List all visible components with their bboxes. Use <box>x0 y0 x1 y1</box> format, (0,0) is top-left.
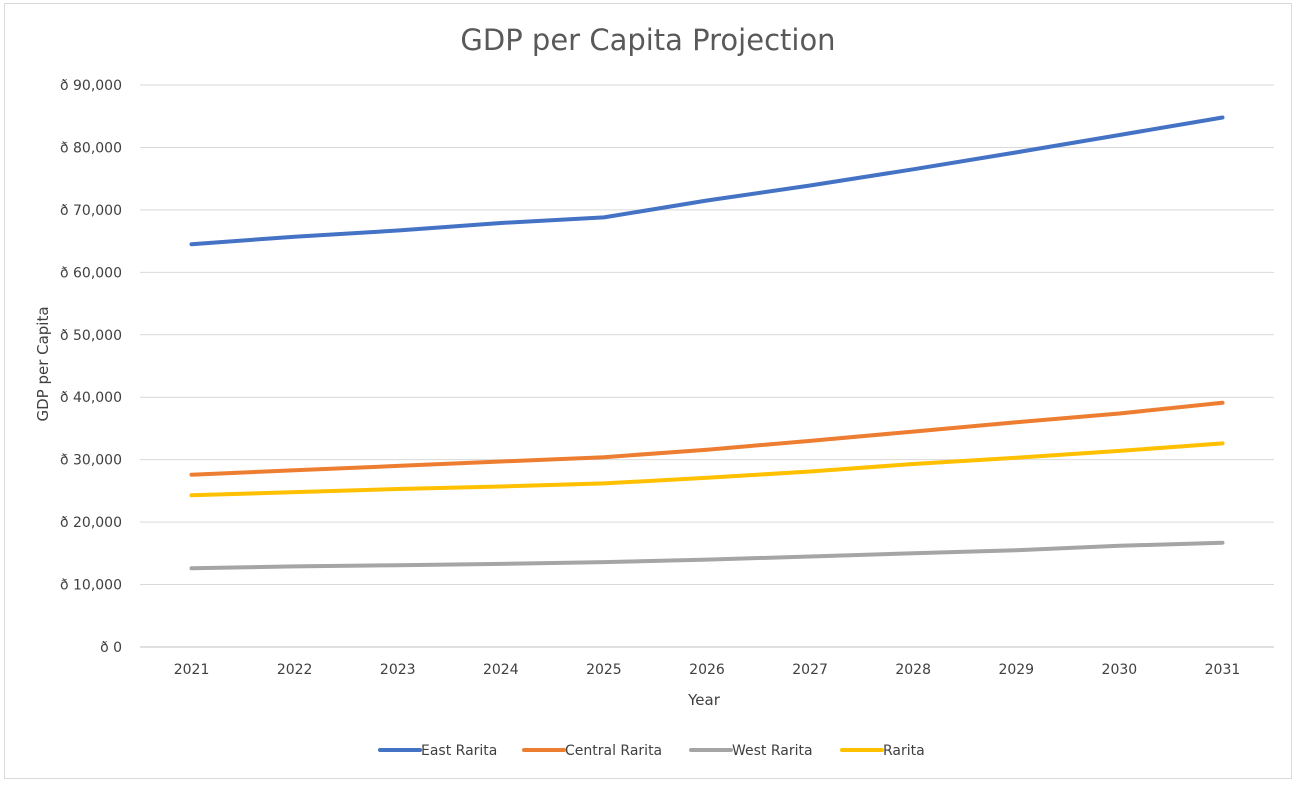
series-line-rarita <box>189 441 1225 498</box>
x-axis-title: Year <box>687 691 721 709</box>
legend-item: Rarita <box>840 743 925 759</box>
x-tick-label: 2022 <box>277 662 313 678</box>
y-axis-title: GDP per Capita <box>34 306 52 421</box>
y-tick-label: ð 60,000 <box>60 265 122 281</box>
y-tick-label: ð 20,000 <box>60 515 122 531</box>
y-tick-label: ð 30,000 <box>60 453 122 469</box>
x-tick-label: 2029 <box>998 662 1034 678</box>
legend-item: Central Rarita <box>522 743 662 759</box>
x-tick-label: 2028 <box>895 662 931 678</box>
x-tick-label: 2021 <box>174 662 210 678</box>
x-axis-ticks: 2021 2022 2023 2024 2025 2026 2027 2028 2029 2030… <box>174 662 1241 678</box>
series-line-central-rarita <box>189 400 1225 477</box>
series-lines <box>189 115 1225 571</box>
x-tick-label: 2030 <box>1102 662 1138 678</box>
x-tick-label: 2023 <box>380 662 416 678</box>
legend-item: East Rarita <box>378 743 497 759</box>
x-tick-label: 2025 <box>586 662 622 678</box>
y-tick-label: ð 10,000 <box>60 578 122 594</box>
legend: East Rarita Central Rarita West Rarita Rari… <box>378 743 925 759</box>
gridlines <box>140 84 1274 648</box>
y-axis-ticks: ð 0 ð 10,000 ð 20,000 ð 30,000 ð 40,000 ð 50,… <box>60 78 122 656</box>
x-tick-label: 2027 <box>792 662 828 678</box>
y-tick-label: ð 50,000 <box>60 328 122 344</box>
y-tick-label: ð 80,000 <box>60 140 122 156</box>
legend-label: East Rarita <box>421 743 497 759</box>
y-tick-label: ð 0 <box>100 640 122 656</box>
legend-label: West Rarita <box>732 743 813 759</box>
y-tick-label: ð 90,000 <box>60 78 122 94</box>
y-tick-label: ð 70,000 <box>60 203 122 219</box>
chart-frame <box>4 3 1292 779</box>
y-tick-label: ð 40,000 <box>60 390 122 406</box>
x-tick-label: 2026 <box>689 662 725 678</box>
legend-label: Central Rarita <box>565 743 662 759</box>
series-line-west-rarita <box>189 540 1225 571</box>
x-tick-label: 2024 <box>483 662 519 678</box>
series-line-east-rarita <box>189 115 1225 247</box>
chart-title: GDP per Capita Projection <box>460 23 835 57</box>
legend-item: West Rarita <box>689 743 813 759</box>
legend-label: Rarita <box>883 743 925 759</box>
x-tick-label: 2031 <box>1205 662 1241 678</box>
